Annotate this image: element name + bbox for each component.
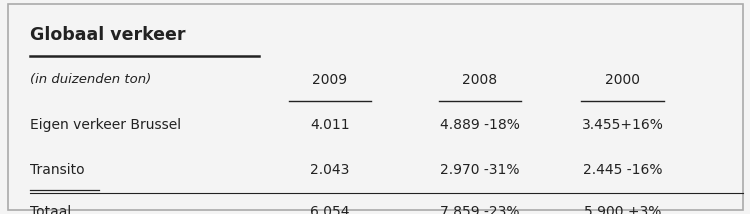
Text: Globaal verkeer: Globaal verkeer — [30, 26, 185, 44]
Text: 7.859 -23%: 7.859 -23% — [440, 205, 520, 214]
Text: 4.011: 4.011 — [310, 118, 350, 132]
Text: 2000: 2000 — [605, 73, 640, 87]
Text: 2.043: 2.043 — [310, 163, 350, 177]
Text: 4.889 -18%: 4.889 -18% — [440, 118, 520, 132]
Text: 2009: 2009 — [313, 73, 347, 87]
Text: 2008: 2008 — [463, 73, 497, 87]
Text: 6.054: 6.054 — [310, 205, 350, 214]
Text: Eigen verkeer Brussel: Eigen verkeer Brussel — [30, 118, 182, 132]
Text: 2.970 -31%: 2.970 -31% — [440, 163, 520, 177]
Text: 2.445 -16%: 2.445 -16% — [583, 163, 662, 177]
Text: (in duizenden ton): (in duizenden ton) — [30, 73, 152, 86]
Text: 5.900 +3%: 5.900 +3% — [584, 205, 662, 214]
Text: 3.455+16%: 3.455+16% — [581, 118, 664, 132]
Text: Transito: Transito — [30, 163, 85, 177]
Text: Totaal: Totaal — [30, 205, 71, 214]
FancyBboxPatch shape — [8, 4, 742, 210]
